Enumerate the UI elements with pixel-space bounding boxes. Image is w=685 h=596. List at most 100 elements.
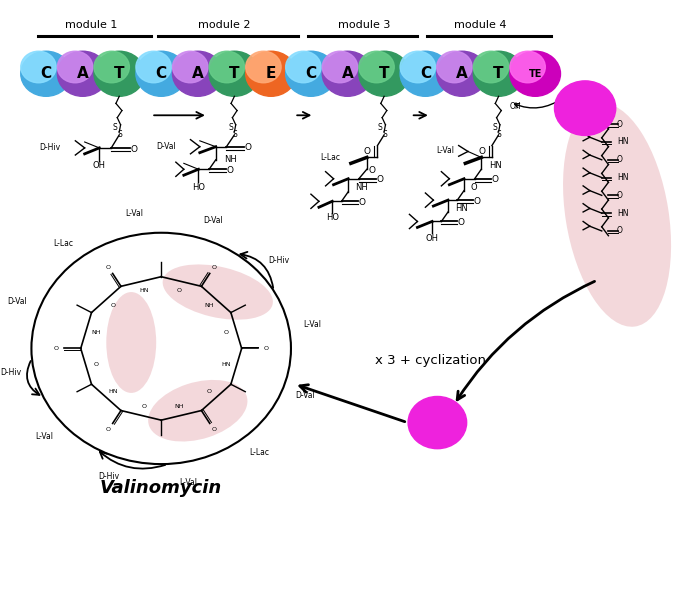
Circle shape: [246, 51, 297, 97]
Text: O: O: [617, 120, 623, 129]
Text: OH: OH: [425, 234, 438, 243]
Text: S: S: [233, 130, 238, 139]
Text: D-Hiv: D-Hiv: [268, 256, 289, 265]
Text: OH: OH: [92, 161, 105, 170]
Text: TE: TE: [575, 101, 595, 115]
Circle shape: [510, 51, 560, 97]
Text: O: O: [176, 288, 182, 293]
Circle shape: [286, 51, 336, 97]
Circle shape: [136, 51, 186, 97]
Text: HO: HO: [326, 213, 338, 222]
Circle shape: [322, 51, 358, 83]
Text: O: O: [617, 191, 623, 200]
Circle shape: [473, 51, 509, 83]
Text: O: O: [130, 145, 138, 154]
Text: C: C: [155, 66, 166, 81]
Text: O: O: [141, 404, 146, 409]
Text: NH: NH: [224, 156, 236, 164]
Text: O: O: [207, 389, 212, 393]
Circle shape: [554, 81, 616, 135]
Ellipse shape: [148, 380, 247, 442]
Circle shape: [437, 51, 472, 83]
Circle shape: [58, 51, 108, 97]
Circle shape: [322, 51, 373, 97]
Text: T: T: [114, 66, 125, 81]
Text: O: O: [227, 166, 234, 175]
Text: TE: TE: [529, 69, 542, 79]
Text: L-Val: L-Val: [125, 210, 144, 219]
Ellipse shape: [563, 103, 671, 327]
Text: O: O: [364, 147, 371, 156]
Text: S: S: [377, 123, 382, 132]
Text: TE: TE: [428, 415, 447, 430]
Text: HN: HN: [108, 389, 118, 393]
Text: A: A: [456, 66, 468, 81]
Text: S: S: [493, 123, 497, 132]
Circle shape: [21, 51, 56, 83]
Circle shape: [286, 51, 321, 83]
Text: S: S: [382, 130, 387, 139]
Circle shape: [408, 396, 466, 449]
Text: module 2: module 2: [198, 20, 251, 30]
Text: L-Lac: L-Lac: [320, 153, 340, 162]
Text: O: O: [245, 144, 251, 153]
Text: NH: NH: [355, 182, 368, 191]
Circle shape: [246, 51, 281, 83]
Text: C: C: [40, 66, 51, 81]
Text: L-Val: L-Val: [303, 320, 321, 329]
Circle shape: [510, 51, 545, 83]
Text: HO: HO: [192, 182, 205, 191]
Text: HN: HN: [617, 173, 629, 182]
Text: O: O: [474, 197, 481, 206]
Text: D-Hiv: D-Hiv: [0, 368, 21, 377]
Circle shape: [400, 51, 436, 83]
Text: O: O: [358, 198, 365, 207]
Text: Valinomycin: Valinomycin: [100, 479, 223, 497]
Text: O: O: [491, 175, 498, 184]
Text: D-Hiv: D-Hiv: [98, 472, 119, 481]
Text: O: O: [458, 218, 465, 227]
Text: HN: HN: [617, 209, 629, 218]
Text: L-Val: L-Val: [35, 432, 53, 440]
Circle shape: [437, 51, 487, 97]
Text: HN: HN: [139, 288, 149, 293]
Text: O: O: [369, 166, 375, 175]
Text: D-Val: D-Val: [156, 142, 176, 151]
Text: module 3: module 3: [338, 20, 390, 30]
Circle shape: [209, 51, 245, 83]
Text: L-Lac: L-Lac: [53, 240, 73, 249]
Circle shape: [400, 51, 451, 97]
Text: NH: NH: [174, 404, 184, 409]
Text: O: O: [212, 427, 216, 432]
Text: O: O: [212, 265, 216, 269]
Text: module 1: module 1: [65, 20, 118, 30]
Text: HN: HN: [617, 138, 629, 147]
Text: T: T: [379, 66, 389, 81]
Text: O: O: [224, 330, 229, 336]
Text: A: A: [192, 66, 203, 81]
Text: O: O: [106, 265, 111, 269]
Ellipse shape: [162, 265, 273, 319]
Text: C: C: [420, 66, 431, 81]
Ellipse shape: [106, 292, 156, 393]
Text: D-Hiv: D-Hiv: [40, 144, 61, 153]
Text: D-Val: D-Val: [203, 216, 223, 225]
Circle shape: [21, 51, 71, 97]
Circle shape: [473, 51, 524, 97]
Circle shape: [173, 51, 223, 97]
Text: NH: NH: [91, 330, 101, 336]
Text: O: O: [617, 156, 623, 164]
Text: T: T: [229, 66, 240, 81]
Text: HN: HN: [222, 362, 232, 367]
Circle shape: [359, 51, 395, 83]
Circle shape: [173, 51, 208, 83]
Text: O: O: [53, 346, 58, 351]
Circle shape: [359, 51, 410, 97]
Text: D-Val: D-Val: [295, 390, 315, 399]
Text: O: O: [377, 175, 384, 184]
Text: O: O: [617, 226, 623, 235]
Text: O: O: [264, 346, 269, 351]
Text: D-Val: D-Val: [8, 297, 27, 306]
Text: OH: OH: [510, 103, 521, 111]
Text: T: T: [493, 66, 504, 81]
